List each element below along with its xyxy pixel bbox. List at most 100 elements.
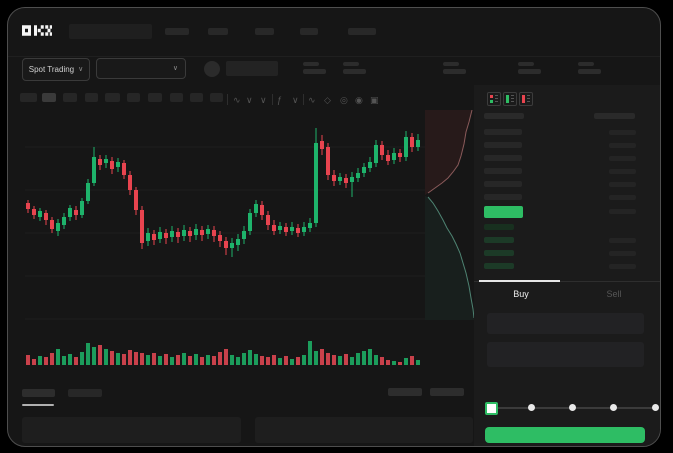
last-amount-placeholder bbox=[609, 209, 636, 214]
slider-stop-dot[interactable] bbox=[610, 404, 618, 411]
asks-book-icon[interactable] bbox=[519, 92, 533, 106]
bid-price-placeholder[interactable] bbox=[484, 237, 514, 243]
bottom-action-2[interactable] bbox=[430, 388, 464, 396]
ask-mark bbox=[490, 95, 493, 98]
toolbar-divider bbox=[227, 94, 228, 105]
pair-avatar[interactable] bbox=[204, 61, 220, 77]
top-navigation bbox=[8, 8, 660, 57]
side-mark bbox=[522, 95, 525, 103]
row-mark bbox=[495, 95, 498, 96]
chart-type-chevron-icon[interactable]: ∨ bbox=[246, 95, 253, 105]
interval-icon[interactable]: ∨ bbox=[260, 95, 267, 105]
row-mark bbox=[495, 101, 498, 102]
bid-price-placeholder[interactable] bbox=[484, 224, 514, 230]
bottom-tab-1[interactable] bbox=[22, 389, 55, 397]
orderbook-header-amount bbox=[594, 113, 635, 119]
active-tab-indicator bbox=[479, 280, 560, 282]
combined-book-icon[interactable] bbox=[487, 92, 501, 106]
volume-chart bbox=[26, 341, 420, 365]
bid-price-placeholder[interactable] bbox=[484, 263, 514, 269]
nav-link-placeholder[interactable] bbox=[300, 28, 318, 35]
stat-label-placeholder bbox=[578, 62, 594, 66]
toolbar-item-placeholder[interactable] bbox=[148, 93, 162, 102]
buy-submit-button[interactable] bbox=[485, 427, 645, 443]
chart-type-icon[interactable]: ∿ bbox=[233, 95, 241, 105]
price-input[interactable] bbox=[487, 313, 644, 334]
row-mark bbox=[511, 101, 514, 102]
toolbar-item-placeholder[interactable] bbox=[63, 93, 77, 102]
snapshot-icon[interactable]: ◎ bbox=[340, 95, 348, 105]
stat-label-placeholder bbox=[443, 62, 459, 66]
bottom-tab-2[interactable] bbox=[68, 389, 102, 397]
stat-value-placeholder bbox=[303, 69, 326, 74]
stat-value-placeholder bbox=[518, 69, 541, 74]
nav-link-placeholder[interactable] bbox=[208, 28, 228, 35]
toolbar-item-placeholder[interactable] bbox=[85, 93, 98, 102]
bid-amount-placeholder bbox=[609, 251, 636, 256]
stat-value-placeholder bbox=[343, 69, 366, 74]
bid-amount-placeholder bbox=[609, 264, 636, 269]
bid-price-placeholder[interactable] bbox=[484, 250, 514, 256]
ask-amount-placeholder bbox=[609, 182, 636, 187]
row-mark bbox=[495, 98, 498, 99]
toolbar-item-placeholder[interactable] bbox=[42, 93, 56, 102]
stat-label-placeholder bbox=[518, 62, 534, 66]
toolbar-divider bbox=[303, 94, 304, 105]
chevron-down-icon: ∨ bbox=[172, 65, 178, 72]
orders-panel-left bbox=[22, 417, 241, 443]
orders-panel-right bbox=[255, 417, 473, 443]
market-type-label: Spot Trading bbox=[28, 65, 75, 74]
indicators-icon[interactable]: ƒ bbox=[277, 95, 283, 105]
draw-tool-icon[interactable]: ◇ bbox=[324, 95, 331, 105]
pair-selector[interactable]: ∨ bbox=[96, 58, 186, 79]
nav-link-placeholder[interactable] bbox=[255, 28, 274, 35]
toolbar-item-placeholder[interactable] bbox=[210, 93, 223, 102]
slider-stop-dot[interactable] bbox=[527, 404, 535, 411]
ask-price-placeholder[interactable] bbox=[484, 129, 522, 135]
depth-chart bbox=[425, 110, 475, 320]
app-window: Spot Trading ∨ ∨ Buy Sell bbox=[7, 7, 661, 447]
side-mark bbox=[506, 95, 509, 103]
ask-amount-placeholder bbox=[609, 195, 636, 200]
bid-mark bbox=[490, 100, 493, 103]
row-mark bbox=[511, 98, 514, 99]
line-tool-icon[interactable]: ∿ bbox=[308, 95, 316, 105]
market-type-selector[interactable]: Spot Trading ∨ bbox=[22, 58, 90, 81]
tab-buy[interactable]: Buy bbox=[513, 289, 529, 299]
price-chart[interactable] bbox=[25, 105, 425, 337]
ask-price-placeholder[interactable] bbox=[484, 168, 522, 174]
bottom-action-1[interactable] bbox=[388, 388, 422, 396]
indicators-chevron-icon[interactable]: ∨ bbox=[292, 95, 299, 105]
orderbook-header-price bbox=[484, 113, 524, 119]
amount-input[interactable] bbox=[487, 342, 644, 367]
fullscreen-icon[interactable]: ▣ bbox=[370, 95, 379, 105]
toolbar-item-placeholder[interactable] bbox=[190, 93, 203, 102]
row-mark bbox=[511, 95, 514, 96]
toolbar-item-placeholder[interactable] bbox=[127, 93, 140, 102]
stat-value-placeholder bbox=[578, 69, 601, 74]
nav-link-placeholder[interactable] bbox=[165, 28, 189, 35]
row-mark bbox=[527, 98, 530, 99]
ask-price-placeholder[interactable] bbox=[484, 181, 522, 187]
bottom-tab-indicator bbox=[22, 404, 54, 406]
toolbar-item-placeholder[interactable] bbox=[20, 93, 37, 102]
slider-handle[interactable] bbox=[485, 402, 498, 415]
ask-price-placeholder[interactable] bbox=[484, 194, 522, 200]
toolbar-item-placeholder[interactable] bbox=[170, 93, 183, 102]
ask-price-placeholder[interactable] bbox=[484, 155, 522, 161]
stat-label-placeholder bbox=[303, 62, 319, 66]
last-price-badge[interactable] bbox=[484, 206, 523, 218]
slider-stop-dot[interactable] bbox=[569, 404, 576, 411]
ticker-placeholder bbox=[69, 24, 152, 39]
toolbar-item-placeholder[interactable] bbox=[105, 93, 120, 102]
tab-sell[interactable]: Sell bbox=[606, 289, 622, 299]
ask-amount-placeholder bbox=[609, 156, 636, 161]
slider-stop-dot[interactable] bbox=[651, 404, 659, 411]
bids-book-icon[interactable] bbox=[503, 92, 517, 106]
pair-name-placeholder bbox=[226, 61, 278, 76]
settings-icon[interactable]: ◉ bbox=[355, 95, 363, 105]
ask-amount-placeholder bbox=[609, 130, 636, 135]
nav-link-placeholder[interactable] bbox=[348, 28, 376, 35]
ask-price-placeholder[interactable] bbox=[484, 142, 522, 148]
